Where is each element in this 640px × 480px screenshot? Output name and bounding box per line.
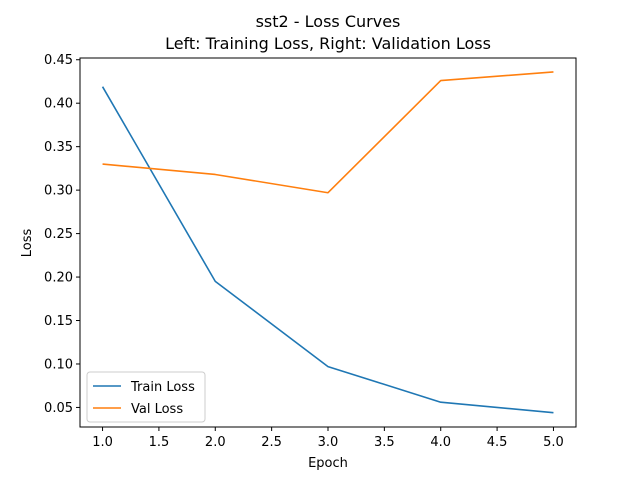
x-tick-label: 4.0 (430, 435, 451, 450)
legend-label-val-loss: Val Loss (131, 402, 183, 417)
x-tick-label: 4.5 (487, 435, 508, 450)
chart-title: sst2 - Loss Curves (256, 12, 401, 31)
legend-label-train-loss: Train Loss (130, 380, 195, 395)
y-axis: 0.05 0.10 0.15 0.20 0.25 0.30 0.35 0.40 0.45 (44, 53, 80, 416)
y-tick-label: 0.25 (44, 227, 73, 242)
x-tick-label: 1.5 (149, 435, 170, 450)
series-line-val-loss (102, 71, 554, 194)
legend-box (86, 371, 206, 423)
y-tick-label: 0.05 (44, 401, 73, 416)
x-tick-label: 3.5 (374, 435, 395, 450)
y-tick-label: 0.45 (44, 53, 73, 68)
x-tick-label: 3.0 (318, 435, 339, 450)
series-line-train-loss (101, 86, 554, 414)
x-tick-label: 2.5 (261, 435, 282, 450)
y-tick-label: 0.15 (44, 314, 73, 329)
chart-subtitle: Left: Training Loss, Right: Validation L… (165, 34, 491, 53)
y-tick-label: 0.10 (44, 357, 73, 372)
x-tick-label: 5.0 (543, 435, 564, 450)
y-tick-label: 0.30 (44, 184, 73, 199)
y-axis-label: Loss (20, 229, 35, 258)
x-axis-label: Epoch (308, 456, 348, 471)
x-tick-label: 2.0 (205, 435, 226, 450)
y-tick-label: 0.40 (44, 97, 73, 112)
x-axis: 1.0 1.5 2.0 2.5 3.0 3.5 4.0 4.5 5.0 (92, 427, 564, 450)
x-tick-label: 1.0 (92, 435, 113, 450)
series-layer (101, 71, 554, 414)
legend: Train Loss Val Loss (86, 371, 206, 423)
y-tick-label: 0.35 (44, 140, 73, 155)
y-tick-label: 0.20 (44, 271, 73, 286)
